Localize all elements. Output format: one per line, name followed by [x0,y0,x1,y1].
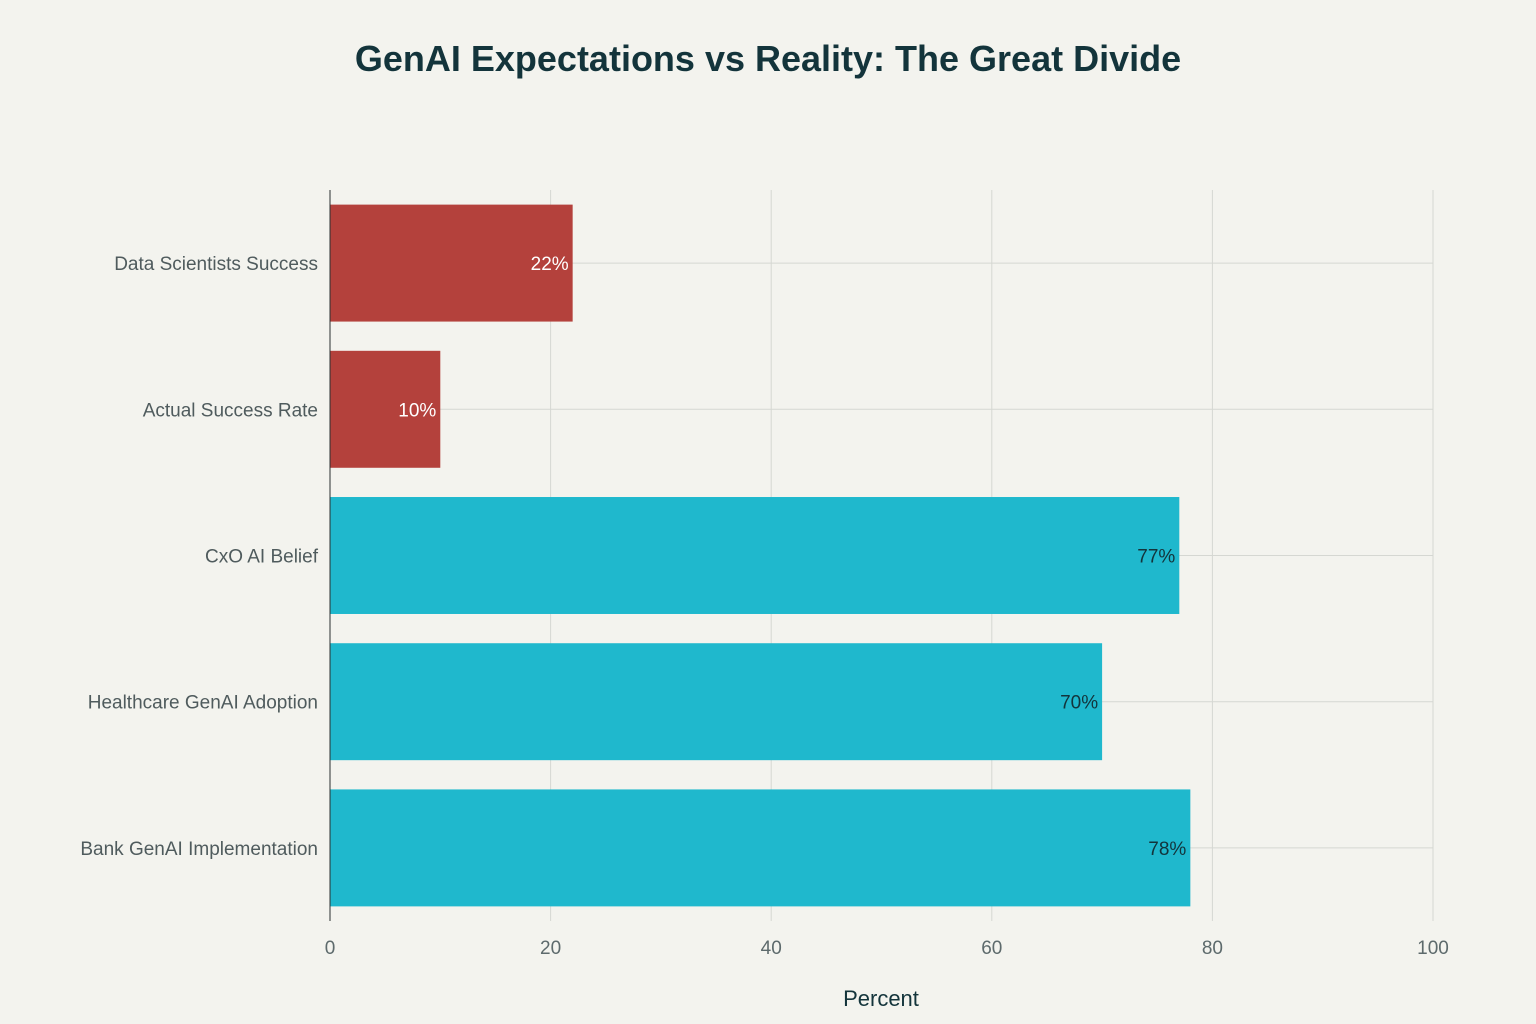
x-axis-title: Percent [843,986,919,1011]
bar [330,350,441,468]
y-tick-label: Bank GenAI Implementation [80,839,318,860]
y-tick-label: Healthcare GenAI Adoption [88,693,318,714]
y-tick-label: CxO AI Belief [205,547,319,568]
data-label: 70% [1060,693,1098,714]
data-label: 10% [398,400,436,421]
y-tick-label: Actual Success Rate [143,400,318,421]
bar [330,497,1180,614]
bar [330,789,1191,907]
y-tick-label: Data Scientists Success [114,254,318,275]
x-tick-label: 100 [1417,938,1449,959]
chart-title: GenAI Expectations vs Reality: The Great… [354,38,1182,79]
data-label: 78% [1148,839,1186,860]
x-tick-label: 80 [1202,938,1223,959]
x-tick-label: 40 [761,938,782,959]
labels: 0 20 40 60 80 100 Data Scientists Success 22% Ac… [80,254,1448,959]
x-tick-label: 0 [325,938,336,959]
bars [330,204,1191,907]
bar [330,643,1103,761]
data-label: 77% [1137,547,1175,568]
data-label: 22% [531,254,569,275]
x-tick-label: 20 [540,938,561,959]
x-tick-label: 60 [981,938,1002,959]
bar [330,204,573,322]
